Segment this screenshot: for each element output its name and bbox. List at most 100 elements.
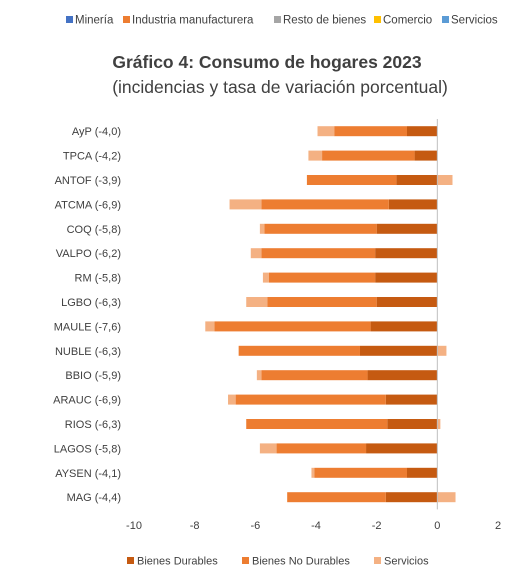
bar-segment (437, 175, 453, 185)
bar-segment (370, 321, 438, 332)
category-label: MAG (-4,4) (67, 492, 121, 504)
bar-segment (306, 175, 397, 185)
top-legend-label: Servicios (451, 15, 498, 27)
category-label: NUBLE (-6,3) (55, 346, 121, 358)
category-label: RM (-5,8) (75, 273, 121, 285)
bar-segment (261, 199, 389, 210)
x-tick-label: -8 (190, 520, 200, 532)
x-tick-label: 2 (495, 520, 501, 532)
bar-segment (259, 223, 265, 234)
x-tick-label: -10 (126, 520, 142, 532)
bar-segment (366, 443, 438, 454)
category-label: MAULE (-7,6) (54, 321, 121, 333)
legend-swatch (127, 557, 134, 564)
bar-segment (437, 345, 447, 356)
bar-segment (250, 248, 262, 259)
bar-segment (276, 443, 367, 454)
top-legend-label: Minería (75, 15, 114, 27)
bar-segment (259, 443, 277, 454)
bars (205, 126, 456, 503)
bar-segment (334, 126, 407, 137)
x-tick-labels: -10 -8 -6 -4 -2 0 2 (126, 520, 501, 532)
bar-segment (238, 345, 360, 356)
legend-swatch (242, 557, 249, 564)
bottom-legend: Bienes Durables Bienes No Durables Servici… (127, 556, 429, 568)
top-legend-item: Resto de bienes (274, 15, 366, 27)
x-tick-label: -2 (372, 520, 382, 532)
bar-segment (267, 297, 377, 307)
bar-segment (246, 419, 388, 429)
category-label: LGBO (-6,3) (61, 297, 121, 309)
bar-segment (314, 467, 407, 478)
bar-segment (375, 248, 438, 259)
bar-segment (396, 175, 438, 185)
category-label: VALPO (-6,2) (56, 248, 121, 260)
top-legend-item: Industria manufacturera (123, 15, 254, 27)
x-tick-label: -4 (311, 520, 321, 532)
top-legend-swatch (374, 16, 381, 23)
bar-segment (376, 297, 438, 307)
bar-segment (375, 272, 438, 283)
bar-segment (261, 248, 376, 259)
bar-segment (235, 394, 386, 405)
category-label: LAGOS (-5,8) (54, 443, 121, 455)
bar-segment (376, 223, 438, 234)
bar-segment (261, 370, 368, 381)
top-legend-item: Minería (66, 15, 114, 27)
top-legend-swatch (442, 16, 449, 23)
bar-segment (437, 419, 441, 429)
bar-segment (264, 223, 377, 234)
bar-segment (385, 492, 438, 503)
bar-segment (268, 272, 376, 283)
bar-segment (228, 394, 236, 405)
top-legend: Minería Industria manufacturera Resto de b… (66, 15, 498, 27)
category-label: ANTOF (-3,9) (55, 175, 121, 187)
category-labels: AyP (-4,0) TPCA (-4,2) ANTOF (-3,9) ATCMA (… (53, 126, 121, 504)
bar-segment (407, 467, 438, 478)
category-label: TPCA (-4,2) (63, 151, 121, 163)
bar-segment (367, 370, 438, 381)
top-legend-swatch (66, 16, 73, 23)
bar-segment (322, 150, 415, 161)
top-legend-label: Comercio (383, 15, 432, 27)
bar-segment (437, 492, 456, 503)
top-legend-label: Industria manufacturera (132, 15, 254, 27)
category-label: RIOS (-6,3) (65, 419, 121, 431)
bar-segment (214, 321, 371, 332)
bar-segment (308, 150, 323, 161)
category-label: AYSEN (-4,1) (55, 468, 121, 480)
bar-segment (414, 150, 438, 161)
x-tick-label: -6 (250, 520, 260, 532)
bar-segment (388, 199, 438, 210)
x-tick-label: 0 (434, 520, 440, 532)
category-label: ATCMA (-6,9) (55, 199, 121, 211)
top-legend-swatch (123, 16, 130, 23)
top-legend-swatch (274, 16, 281, 23)
legend-item: Servicios (374, 556, 429, 568)
category-label: ARAUC (-6,9) (53, 395, 121, 407)
chart-subtitle: (incidencias y tasa de variación porcent… (112, 77, 448, 97)
legend-swatch (374, 557, 381, 564)
bar-segment (407, 126, 438, 137)
top-legend-item: Comercio (374, 15, 432, 27)
top-legend-label: Resto de bienes (283, 15, 366, 27)
bar-segment (256, 370, 262, 381)
chart-title: Gráfico 4: Consumo de hogares 2023 (112, 52, 422, 72)
bar-segment (359, 345, 438, 356)
bar-segment (287, 492, 386, 503)
bar-segment (385, 394, 438, 405)
category-label: COQ (-5,8) (67, 224, 121, 236)
bar-segment (229, 199, 262, 210)
legend-label: Servicios (384, 556, 429, 568)
bar-segment (262, 272, 269, 283)
category-label: BBIO (-5,9) (65, 370, 121, 382)
top-legend-item: Servicios (442, 15, 498, 27)
legend-label: Bienes Durables (137, 556, 218, 568)
bar-segment (317, 126, 335, 137)
legend-item: Bienes No Durables (242, 556, 350, 568)
bar-segment (311, 467, 315, 478)
bar-segment (246, 297, 268, 307)
category-label: AyP (-4,0) (72, 126, 121, 138)
